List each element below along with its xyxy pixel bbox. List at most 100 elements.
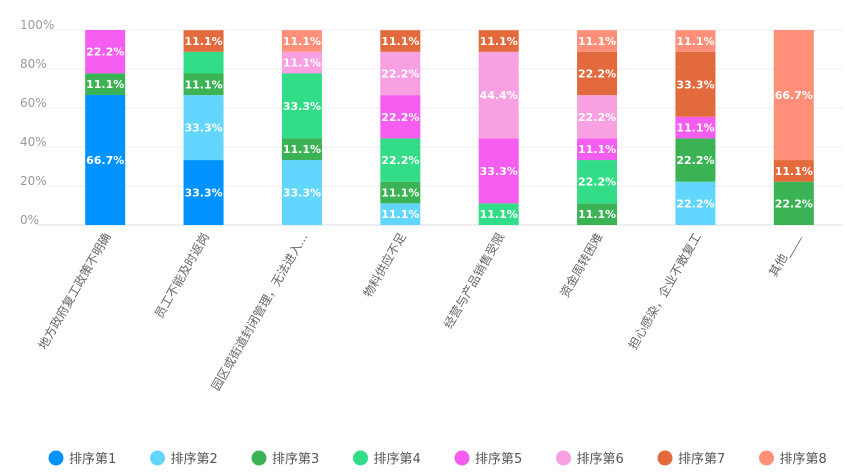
data-label: 11.1% xyxy=(381,187,419,200)
data-label: 11.1% xyxy=(86,78,124,91)
legend-label: 排序第6 xyxy=(577,452,624,467)
data-label: 11.1% xyxy=(578,143,616,156)
data-label: 33.3% xyxy=(184,187,222,200)
bar-segment xyxy=(773,160,814,182)
y-tick-label: 20% xyxy=(20,174,47,188)
bar-segment xyxy=(183,73,224,96)
data-label: 11.1% xyxy=(184,35,222,48)
data-label: 33.3% xyxy=(676,78,714,91)
bar-segment xyxy=(281,138,322,161)
legend-label: 排序第1 xyxy=(69,452,116,467)
bar-segment xyxy=(773,181,814,225)
bar-segment xyxy=(577,203,618,225)
data-label: 11.1% xyxy=(283,143,321,156)
bar-segment xyxy=(577,160,618,204)
data-label: 11.1% xyxy=(283,35,321,48)
data-label: 22.2% xyxy=(86,46,124,59)
bar-segment xyxy=(380,30,421,52)
x-tick-label: 园区或街道封闭管理，无法进入... xyxy=(208,230,311,393)
data-label: 11.1% xyxy=(283,57,321,70)
bar-segment xyxy=(281,160,322,225)
legend-label: 排序第4 xyxy=(374,452,421,467)
bar-segment xyxy=(675,51,716,117)
data-label: 44.4% xyxy=(480,89,518,102)
legend-label: 排序第8 xyxy=(780,452,827,467)
bar-segment xyxy=(478,51,519,139)
bar-segment xyxy=(675,181,716,225)
data-label: 22.2% xyxy=(381,67,419,80)
y-tick-label: 80% xyxy=(20,57,47,71)
data-label: 22.2% xyxy=(381,154,419,167)
bar-segment xyxy=(281,30,322,52)
bar-segment xyxy=(773,30,814,161)
legend-swatch xyxy=(48,450,64,466)
legend-swatch xyxy=(657,450,673,466)
legend-swatch xyxy=(454,450,470,466)
x-tick-label: 地方政府复工政策不明确 xyxy=(35,230,114,352)
data-label: 11.1% xyxy=(381,35,419,48)
legend-swatch xyxy=(251,450,267,466)
legend: 排序第1 排序第2 排序第3 排序第4 排序第5 排序第6 排序第7 排序第8 xyxy=(48,450,827,467)
y-tick-label: 0% xyxy=(20,213,39,227)
legend-swatch xyxy=(353,450,368,466)
x-tick-label: 其他____ xyxy=(766,230,803,279)
legend-label: 排序第5 xyxy=(475,452,522,467)
bar-segment xyxy=(380,51,421,96)
bar-segment xyxy=(380,95,421,139)
data-label: 22.2% xyxy=(676,154,714,167)
x-tick-label: 担心感染，企业不敢复工 xyxy=(625,230,704,352)
bar-segment xyxy=(380,203,421,225)
x-tick-label: 员工不能及时返岗 xyxy=(152,231,212,321)
data-label: 22.2% xyxy=(578,67,616,80)
data-label: 33.3% xyxy=(480,165,518,178)
bar-segment xyxy=(478,203,519,225)
bar-segment xyxy=(675,116,716,139)
x-tick-label: 资金周转困难 xyxy=(557,230,606,300)
legend-swatch xyxy=(759,450,774,466)
bar-segment xyxy=(577,138,618,161)
y-tick-label: 40% xyxy=(20,135,47,149)
data-label: 22.2% xyxy=(381,111,419,124)
x-tick-label: 物料供应不足 xyxy=(360,230,409,300)
y-axis-ticks: 0% 20% 40% 60% 80% 100% xyxy=(20,18,54,227)
gridlines xyxy=(36,29,843,226)
data-label: 33.3% xyxy=(283,100,321,113)
bar-segment xyxy=(577,51,618,96)
data-label: 11.1% xyxy=(381,208,419,221)
bar-segment xyxy=(577,95,618,139)
bar-segment xyxy=(675,138,716,182)
data-label: 11.1% xyxy=(775,165,813,178)
legend-swatch xyxy=(556,450,571,466)
bar-segment xyxy=(478,138,519,204)
y-tick-label: 100% xyxy=(20,18,54,32)
bar-segment xyxy=(85,94,126,225)
bar-segment xyxy=(281,73,322,139)
data-label: 11.1% xyxy=(578,35,616,48)
data-label: 11.1% xyxy=(676,35,714,48)
legend-swatch xyxy=(150,450,165,466)
data-label: 11.1% xyxy=(184,78,222,91)
bar-segment xyxy=(183,30,224,52)
data-label: 33.3% xyxy=(283,187,321,200)
legend-label: 排序第3 xyxy=(272,452,319,467)
segment-labels: 66.7% 11.1% 22.2% 33.3% 33.3% 11.1% 11.1% 33.3%… xyxy=(86,35,813,221)
data-label: 11.1% xyxy=(480,208,518,221)
bar-segment xyxy=(85,73,126,95)
data-label: 22.2% xyxy=(578,176,616,189)
bars xyxy=(85,30,814,225)
data-label: 11.1% xyxy=(578,208,616,221)
x-tick-label: 经营与产品销售受限 xyxy=(440,230,507,331)
legend-label: 排序第7 xyxy=(678,452,725,467)
bar-segment xyxy=(183,95,224,161)
bar-segment xyxy=(675,30,716,52)
bar-segment xyxy=(478,30,519,52)
data-label: 33.3% xyxy=(184,122,222,135)
bar-segment xyxy=(281,51,322,74)
bar-segment xyxy=(380,138,421,182)
data-label: 22.2% xyxy=(676,197,714,210)
data-label: 22.2% xyxy=(775,197,813,210)
y-tick-label: 60% xyxy=(20,96,47,110)
